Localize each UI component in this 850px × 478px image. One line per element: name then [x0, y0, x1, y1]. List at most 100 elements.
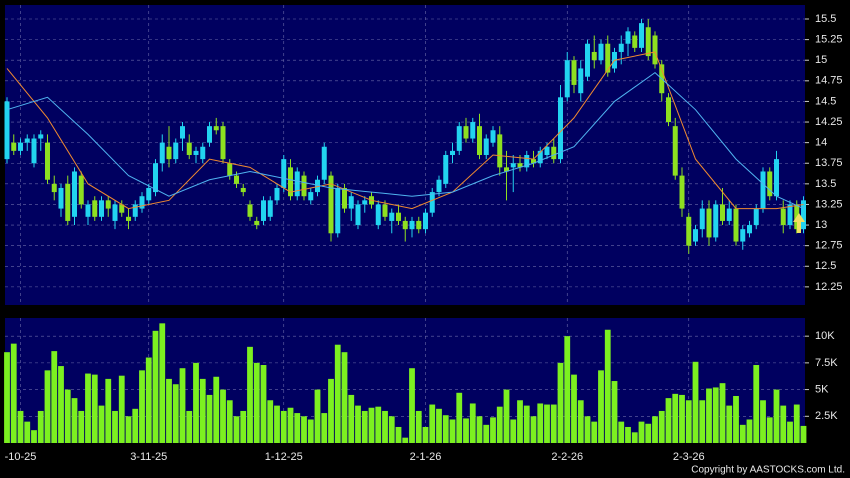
candle-body: [456, 126, 462, 151]
candle-body: [92, 200, 98, 217]
candle-body: [335, 187, 341, 234]
volume-bar: [685, 400, 692, 443]
volume-bar: [490, 417, 496, 443]
candle-body: [571, 60, 577, 85]
volume-bar: [132, 408, 139, 443]
volume-bar: [361, 410, 368, 443]
candle-body: [618, 43, 624, 52]
candle-body: [186, 142, 192, 155]
candle-body: [85, 204, 91, 217]
candle-body: [767, 171, 773, 197]
candle-body: [733, 208, 739, 242]
candle-body: [780, 208, 786, 226]
volume-bar: [91, 374, 98, 443]
candle-body: [753, 208, 759, 226]
x-tick-label: 2-2-26: [551, 451, 583, 463]
volume-bar: [24, 421, 31, 443]
volume-bar: [550, 404, 557, 443]
volume-bar: [510, 419, 517, 443]
volume-bar: [517, 400, 523, 443]
volume-bar: [456, 392, 463, 443]
candle-body: [24, 138, 30, 143]
candle-body: [58, 187, 64, 209]
volume-bar: [220, 389, 226, 443]
candle-body: [801, 200, 806, 230]
y-tick-label: 2.5K: [815, 410, 838, 422]
candle-body: [146, 187, 152, 201]
volume-bar: [402, 437, 409, 443]
volume-bar: [368, 407, 375, 443]
volume-bar: [328, 378, 334, 443]
candle-body: [760, 171, 766, 209]
candle-body: [544, 146, 550, 155]
volume-bar: [260, 365, 267, 443]
candle-body: [510, 163, 516, 168]
volume-bar: [773, 389, 780, 443]
volume-bar: [422, 426, 429, 443]
candle-body: [396, 212, 401, 221]
volume-bar: [463, 418, 469, 443]
candle-body: [294, 171, 300, 197]
candle-body: [382, 204, 388, 217]
volume-bar: [105, 378, 112, 443]
candle-body: [132, 204, 138, 217]
candle-body: [31, 138, 37, 164]
volume-bar: [233, 416, 240, 443]
volume-bar: [726, 405, 733, 443]
volume-bar: [112, 410, 118, 443]
candle-body: [180, 126, 185, 139]
candle-body: [463, 126, 469, 139]
volume-bar: [746, 419, 753, 443]
candle-body: [686, 216, 692, 246]
candle-body: [436, 179, 442, 193]
candle-body: [645, 27, 651, 57]
candle-body: [159, 142, 165, 164]
volume-bar: [274, 405, 280, 443]
candle-body: [531, 159, 536, 164]
y-tick-label: 14.25: [815, 116, 843, 128]
volume-bar: [652, 416, 658, 443]
y-tick-label: 5K: [815, 383, 829, 395]
candle-body: [213, 126, 219, 131]
volume-bar: [584, 416, 591, 443]
y-tick-label: 7.5K: [815, 357, 838, 369]
candle-body: [699, 208, 705, 230]
moving-average-line: [6, 71, 804, 210]
volume-bar: [152, 330, 159, 443]
volume-bar: [118, 375, 125, 443]
volume-bar: [645, 423, 652, 443]
volume-bar: [442, 415, 449, 443]
candle-body: [409, 220, 415, 230]
volume-bar: [557, 362, 564, 443]
volume-bar: [10, 343, 17, 443]
volume-bar: [658, 410, 665, 443]
candle-body: [477, 126, 482, 155]
volume-bar: [760, 400, 766, 443]
volume-bar: [388, 416, 395, 443]
moving-average-line: [6, 51, 804, 210]
volume-bar: [78, 410, 85, 443]
candle-body: [274, 187, 280, 201]
volume-bar: [382, 410, 388, 443]
volume-bar: [301, 416, 307, 443]
candle-body: [720, 204, 725, 221]
volume-bar: [166, 378, 172, 443]
candle-body: [240, 187, 246, 193]
volume-bar: [51, 351, 58, 443]
candle-body: [537, 150, 543, 164]
candle-body: [693, 229, 698, 242]
volume-bar: [793, 404, 800, 443]
candle-body: [605, 43, 611, 73]
volume-bar: [213, 376, 220, 443]
candle-body: [355, 204, 361, 226]
volume-bar: [739, 424, 746, 443]
candle-body: [166, 146, 172, 160]
x-tick-label: 2-1-26: [410, 451, 442, 463]
candle-body: [470, 122, 476, 139]
volume-bar: [85, 373, 91, 443]
volume-bar: [17, 410, 24, 443]
candle-body: [558, 97, 563, 160]
volume-bar: [537, 403, 544, 443]
candle-body: [153, 163, 158, 193]
volume-bar: [766, 417, 773, 443]
